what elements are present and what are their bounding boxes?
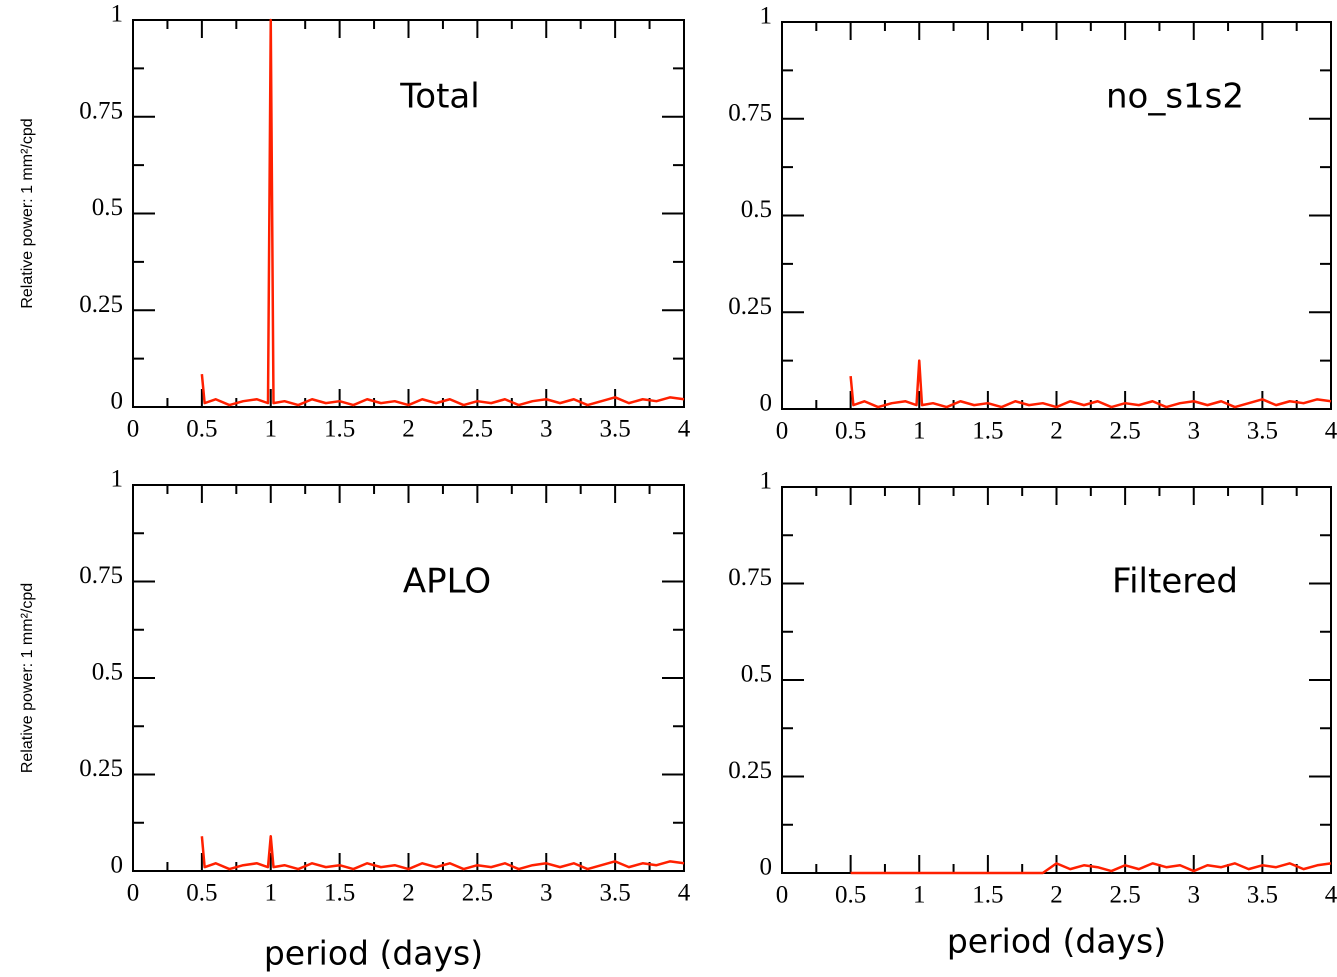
x-tick-label: 3.5	[1247, 882, 1278, 909]
x-tick-label: 0	[127, 416, 140, 443]
x-tick-label: 0.5	[186, 416, 217, 443]
x-tick-label: 3.5	[1247, 418, 1278, 445]
x-tick-label: 1	[913, 882, 926, 909]
x-axis-label: period (days)	[947, 922, 1166, 961]
y-tick-label: 1	[111, 1, 124, 28]
y-tick-label: 0.5	[92, 194, 123, 221]
x-tick-label: 3.5	[600, 416, 631, 443]
x-tick-label: 0.5	[186, 880, 217, 907]
x-tick-label: 2	[402, 416, 415, 443]
x-tick-label: 3	[540, 880, 553, 907]
y-axis-label: Relative power: 1 mm²/cpd	[19, 118, 36, 308]
y-tick-label: 0.5	[741, 196, 772, 223]
x-tick-label: 0	[776, 882, 789, 909]
x-tick-label: 2	[1050, 882, 1063, 909]
x-tick-label: 4	[1325, 418, 1337, 445]
series-line	[200, 18, 685, 407]
x-tick-label: 0.5	[835, 418, 866, 445]
series-line	[850, 862, 1332, 875]
x-tick-label: 4	[1325, 882, 1337, 909]
y-tick-label: 0.75	[79, 562, 123, 589]
y-tick-label: 1	[760, 3, 773, 30]
y-tick-label: 0.5	[92, 659, 123, 686]
x-tick-label: 1.5	[324, 416, 355, 443]
y-tick-label: 0.25	[79, 755, 123, 782]
x-tick-label: 2.5	[462, 880, 493, 907]
x-tick-label: 3.5	[600, 880, 631, 907]
y-tick-label: 1	[111, 466, 124, 493]
y-tick-label: 0	[760, 854, 773, 881]
x-tick-label: 1	[265, 880, 278, 907]
y-tick-label: 0.75	[79, 97, 123, 124]
x-tick-label: 2.5	[1110, 882, 1141, 909]
y-tick-label: 0	[111, 388, 124, 415]
x-tick-label: 4	[678, 880, 691, 907]
plot-frame	[781, 21, 1332, 410]
x-tick-label: 1.5	[972, 882, 1003, 909]
y-axis-label: Relative power: 1 mm²/cpd	[19, 583, 36, 773]
y-tick-label: 0.25	[728, 757, 772, 784]
y-tick-label: 0.25	[79, 291, 123, 318]
y-tick-label: 1	[760, 468, 773, 495]
x-axis-label: period (days)	[264, 934, 483, 973]
panel-title: APLO	[403, 562, 491, 602]
x-tick-label: 2	[402, 880, 415, 907]
x-tick-label: 1.5	[972, 418, 1003, 445]
x-tick-label: 2.5	[462, 416, 493, 443]
y-tick-label: 0.75	[728, 564, 772, 591]
y-tick-label: 0.25	[728, 293, 772, 320]
plot-frame	[132, 484, 685, 872]
series-line	[849, 359, 1332, 409]
x-tick-label: 3	[540, 416, 553, 443]
x-tick-label: 0	[776, 418, 789, 445]
x-tick-label: 1	[913, 418, 926, 445]
y-tick-label: 0	[760, 390, 773, 417]
panel-title: Total	[399, 77, 479, 117]
x-tick-label: 4	[678, 416, 691, 443]
x-tick-label: 1.5	[324, 880, 355, 907]
plot-frame	[781, 486, 1332, 874]
x-tick-label: 3	[1188, 882, 1201, 909]
x-tick-label: 3	[1188, 418, 1201, 445]
x-tick-label: 2.5	[1110, 418, 1141, 445]
series-line	[200, 835, 685, 871]
x-tick-label: 0	[127, 880, 140, 907]
y-tick-label: 0.5	[741, 661, 772, 688]
x-tick-label: 2	[1050, 418, 1063, 445]
y-tick-label: 0	[111, 852, 124, 879]
y-tick-label: 0.75	[728, 99, 772, 126]
panel-title: no_s1s2	[1106, 77, 1244, 117]
panel-title: Filtered	[1112, 562, 1238, 602]
x-tick-label: 1	[265, 416, 278, 443]
x-tick-label: 0.5	[835, 882, 866, 909]
